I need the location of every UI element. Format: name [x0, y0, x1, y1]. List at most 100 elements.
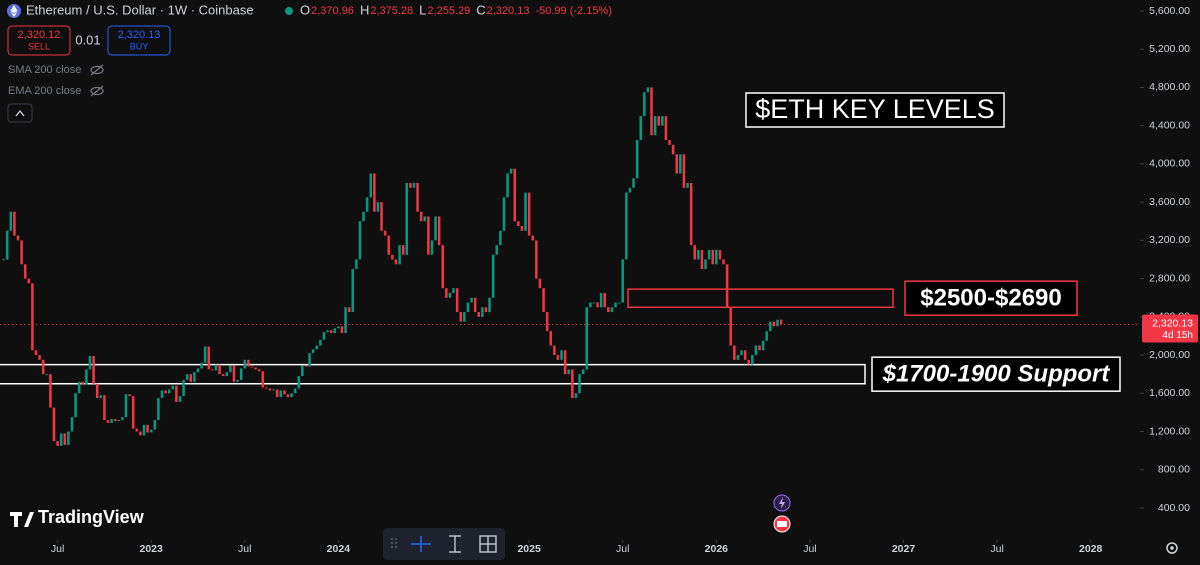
candle: [340, 326, 344, 334]
sell-label[interactable]: SELL: [28, 41, 50, 51]
candle: [146, 424, 149, 433]
candle: [700, 249, 704, 270]
candle: [247, 359, 250, 367]
candle: [164, 390, 167, 394]
candle: [495, 245, 499, 255]
candle: [301, 365, 304, 377]
x-tick-label: 2028: [1079, 543, 1103, 555]
candle: [513, 168, 517, 222]
visibility-icons[interactable]: [90, 64, 104, 97]
candle: [225, 372, 229, 377]
candle: [675, 154, 678, 174]
candle: [718, 249, 722, 260]
candle: [553, 345, 556, 356]
crosshair-tool[interactable]: [411, 536, 431, 552]
candle: [81, 381, 85, 385]
candle: [567, 369, 570, 375]
sell-price[interactable]: 2,320.12: [18, 29, 61, 41]
y-tick-label: 3,600.00: [1149, 196, 1190, 208]
candle: [596, 302, 599, 308]
candle: [293, 388, 297, 394]
candle: [769, 321, 772, 332]
candle: [679, 154, 682, 174]
sell-button[interactable]: [7, 25, 71, 56]
measure-tool[interactable]: [449, 535, 461, 553]
x-tick-label: Jul: [51, 543, 64, 555]
candle: [445, 288, 448, 298]
candle: [59, 433, 63, 446]
y-tick-label: 1,200.00: [1149, 425, 1190, 437]
y-tick-label: 4,800.00: [1149, 81, 1190, 93]
candle: [128, 394, 131, 397]
candle: [733, 345, 736, 360]
candle: [398, 245, 401, 265]
ohlc-value: 2,375.28: [370, 5, 413, 17]
event-glyph: [779, 497, 785, 509]
candle: [41, 359, 45, 375]
candle: [610, 307, 614, 313]
candle: [178, 396, 182, 402]
candle: [27, 278, 31, 284]
flag-glyph: [777, 521, 787, 527]
candle: [182, 379, 185, 397]
candle: [243, 359, 247, 369]
buy-label[interactable]: BUY: [130, 41, 149, 51]
candle: [639, 116, 642, 141]
candle: [257, 369, 261, 372]
settings-dot: [1170, 546, 1174, 550]
candle: [661, 116, 664, 126]
buy-button[interactable]: [107, 25, 171, 56]
candle: [715, 249, 718, 265]
candle: [628, 187, 632, 193]
settings-button[interactable]: [1166, 542, 1178, 554]
candle: [355, 259, 358, 270]
candle: [77, 381, 81, 394]
candle: [484, 307, 488, 313]
candle: [106, 420, 110, 423]
candle: [221, 374, 225, 377]
candle: [74, 393, 77, 418]
zoom-tool[interactable]: [479, 535, 497, 553]
candle: [135, 428, 139, 432]
collapse-button[interactable]: [7, 103, 33, 123]
candle: [16, 235, 20, 241]
candle: [463, 312, 466, 322]
candle: [261, 371, 265, 388]
x-tick-label: 2026: [705, 543, 729, 555]
candle: [542, 288, 545, 313]
buy-price[interactable]: 2,320.13: [118, 29, 161, 41]
x-tick-label: Jul: [616, 543, 629, 555]
y-tick-label: 5,600.00: [1149, 5, 1190, 17]
candle: [743, 350, 747, 360]
candle: [52, 407, 56, 442]
candle: [23, 264, 27, 279]
candle: [175, 385, 178, 402]
candle: [560, 350, 563, 360]
candle: [722, 259, 725, 265]
y-tick-label: 1,600.00: [1149, 387, 1190, 399]
candle: [387, 235, 391, 255]
indicator[interactable]: SMA 200 close: [8, 64, 81, 76]
y-tick-label: 5,200.00: [1149, 43, 1190, 55]
candle: [268, 388, 272, 391]
candle: [185, 374, 189, 380]
candle: [470, 297, 473, 303]
candle: [250, 366, 254, 368]
candle: [725, 264, 729, 308]
candle: [455, 288, 459, 313]
candle: [380, 202, 383, 231]
candle: [779, 319, 783, 325]
candle: [502, 197, 506, 231]
candle: [211, 369, 214, 371]
chevron: [15, 109, 25, 117]
candle: [740, 350, 743, 356]
indicator[interactable]: EMA 200 close: [8, 85, 81, 97]
candle: [477, 312, 481, 317]
candle: [646, 87, 650, 93]
candle: [412, 183, 416, 188]
candle: [481, 307, 484, 317]
candle: [585, 307, 588, 370]
x-tick-label: 2025: [517, 543, 541, 555]
candle: [772, 321, 776, 327]
symbol: Ethereum / U.S. Dollar · 1W · Coinbase: [26, 2, 254, 17]
